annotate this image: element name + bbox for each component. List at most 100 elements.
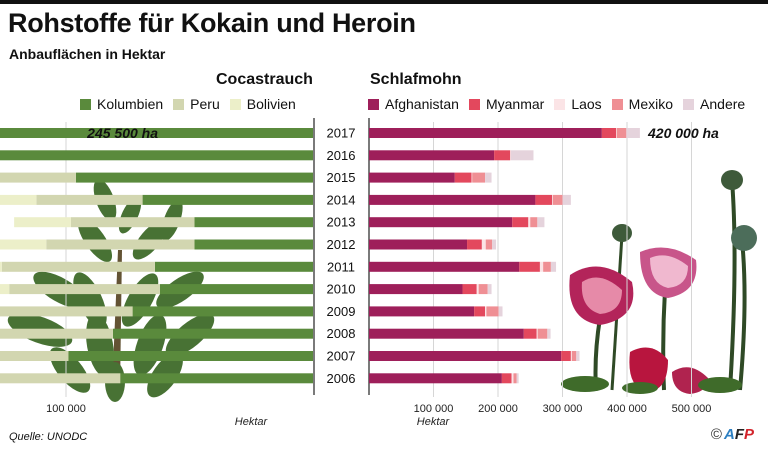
opium-x-tick-label: 300 000 — [543, 403, 583, 415]
opium-bar-afghanistan — [369, 239, 468, 250]
coca-bar-kolumbien — [142, 194, 313, 205]
opium-x-axis-label: Hektar — [417, 416, 451, 428]
coca-bar-peru — [0, 373, 121, 384]
opium-x-tick-label: 400 000 — [607, 403, 647, 415]
legend-swatch-laos — [554, 98, 566, 110]
legend-item-afghanistan: Afghanistan — [368, 96, 459, 112]
afp-logo: © AFP — [710, 426, 754, 443]
coca-bar-kolumbien — [194, 239, 313, 250]
coca-bar-peru — [46, 239, 195, 250]
year-label: 2016 — [327, 148, 356, 163]
legend-swatch-peru — [173, 98, 185, 110]
coca-bar-peru — [36, 194, 143, 205]
opium-bar-afghanistan — [369, 128, 602, 138]
coca-bar-kolumbien — [0, 150, 313, 161]
legend-item-mexiko: Mexiko — [611, 96, 674, 112]
source-note: Quelle: UNODC — [9, 431, 88, 443]
legend-label-myanmar: Myanmar — [485, 96, 545, 112]
coca-x-axis-label: Hektar — [235, 416, 269, 428]
coca-bar-bolivien — [0, 284, 10, 295]
legend-swatch-andere — [683, 98, 695, 110]
coca-bar-peru — [9, 284, 160, 295]
coca-total-label: 245 500 ha — [86, 125, 158, 141]
opium-bar-laos — [536, 328, 538, 339]
coca-bar-kolumbien — [154, 261, 313, 272]
opium-bar-afghanistan — [369, 284, 463, 295]
opium-bar-laos — [616, 128, 617, 138]
year-label: 2014 — [327, 192, 356, 207]
opium-bar-afghanistan — [369, 306, 475, 317]
opium-bar-laos — [481, 239, 486, 250]
opium-bar-myanmar — [467, 239, 482, 250]
opium-bar-afghanistan — [369, 261, 520, 272]
opium-bar-mexiko — [616, 128, 627, 138]
legend-label-andere: Andere — [700, 96, 746, 112]
year-label: 2009 — [327, 304, 356, 319]
opium-bar-mexiko — [537, 328, 548, 339]
opium-bar-myanmar — [561, 351, 571, 361]
opium-bar-andere — [547, 328, 551, 339]
year-label: 2007 — [327, 349, 356, 364]
legend-label-kolumbien: Kolumbien — [97, 96, 164, 112]
opium-bar-afghanistan — [369, 351, 562, 361]
opium-bar-mexiko — [530, 217, 538, 228]
year-label: 2011 — [327, 259, 355, 274]
legend-label-peru: Peru — [190, 96, 220, 112]
opium-bar-mexiko — [513, 373, 517, 384]
coca-legend: Kolumbien Peru Bolivien — [80, 96, 296, 112]
legend-item-kolumbien: Kolumbien — [80, 96, 163, 112]
coca-bar-peru — [0, 172, 76, 183]
coca-bar-bolivien — [14, 217, 71, 228]
opium-bar-afghanistan — [369, 150, 495, 161]
legend-label-bolivien: Bolivien — [246, 96, 296, 112]
opium-bar-mexiko — [543, 261, 551, 272]
page-subtitle: Anbauflächen in Hektar — [9, 46, 166, 62]
opium-bar-andere — [562, 194, 571, 205]
opium-bar-myanmar — [512, 217, 529, 228]
legend-item-peru: Peru — [173, 96, 220, 112]
legend-swatch-myanmar — [468, 98, 480, 110]
opium-bar-laos — [570, 351, 572, 361]
coca-bar-kolumbien — [159, 284, 313, 295]
coca-bar-bolivien — [0, 261, 2, 272]
copyright-symbol: © — [710, 426, 722, 443]
legend-label-laos: Laos — [571, 96, 602, 112]
opium-bar-myanmar — [494, 150, 511, 161]
opium-bar-andere — [576, 351, 580, 361]
legend-swatch-afghanistan — [368, 98, 379, 110]
opium-bar-laos — [539, 261, 544, 272]
opium-bar-afghanistan — [369, 328, 524, 339]
opium-bar-myanmar — [523, 328, 537, 339]
opium-bar-laos — [476, 284, 479, 295]
coca-bar-kolumbien — [120, 373, 313, 384]
opium-bar-laos — [485, 306, 487, 317]
page-title: Rohstoffe für Kokain und Heroin — [8, 8, 416, 38]
poppy-illustration — [561, 170, 757, 394]
legend-label-mexiko: Mexiko — [628, 96, 674, 112]
top-rule — [0, 0, 768, 4]
opium-bar-mexiko — [472, 172, 486, 183]
coca-bar-peru — [0, 328, 113, 339]
opium-bar-myanmar — [462, 284, 477, 295]
opium-bar-myanmar — [535, 194, 553, 205]
legend-swatch-kolumbien — [80, 98, 91, 110]
opium-bar-andere — [516, 373, 519, 384]
coca-bar-bolivien — [0, 194, 37, 205]
opium-bar-afghanistan — [369, 194, 536, 205]
opium-bar-andere — [626, 128, 640, 138]
coca-bar-kolumbien — [75, 172, 313, 183]
year-label: 2017 — [327, 126, 356, 141]
year-label: 2008 — [327, 326, 356, 341]
coca-bar-peru — [0, 306, 133, 317]
coca-bar-kolumbien — [132, 306, 313, 317]
opium-bar-andere — [492, 239, 497, 250]
legend-item-myanmar: Myanmar — [468, 96, 545, 112]
opium-bar-myanmar — [474, 306, 486, 317]
legend-item-andere: Andere — [683, 96, 745, 112]
opium-total-label: 420 000 ha — [647, 125, 719, 141]
opium-bar-andere — [550, 261, 557, 272]
opium-bar-mexiko — [552, 194, 563, 205]
opium-bar-mexiko — [478, 284, 488, 295]
opium-x-tick-label: 200 000 — [478, 403, 518, 415]
